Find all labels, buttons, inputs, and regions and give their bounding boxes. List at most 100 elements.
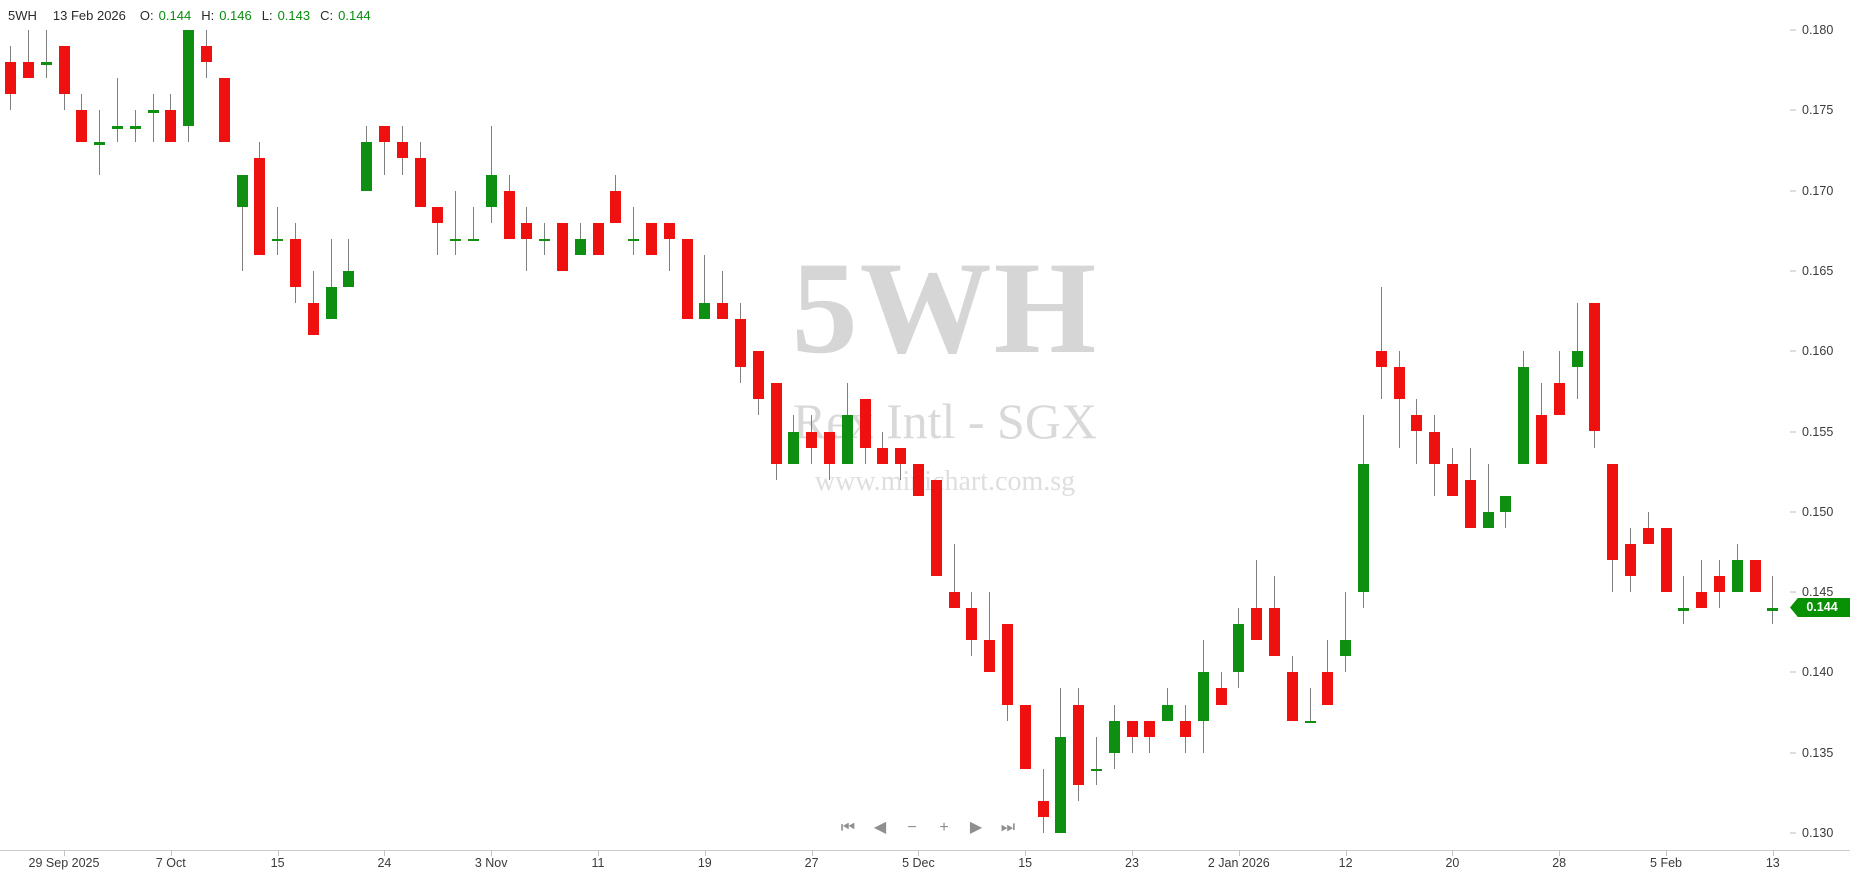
skip-to-end-icon[interactable]: ⏭ — [1000, 819, 1016, 836]
candle-body — [1624, 543, 1636, 577]
candle-wick — [668, 222, 670, 271]
candle-wick — [383, 126, 385, 175]
candle-wick — [1167, 688, 1169, 721]
candle-body — [1108, 720, 1120, 753]
date-axis-label: 28 — [1552, 856, 1567, 870]
price-axis-tick — [1790, 591, 1796, 593]
candle-body — [1055, 736, 1067, 833]
date-axis-label: 7 Oct — [155, 856, 186, 870]
date-axis-tick — [811, 850, 813, 856]
date-axis-tick — [1238, 850, 1240, 856]
candle-body — [129, 126, 141, 129]
price-axis-label: 0.130 — [1802, 826, 1834, 840]
date-axis-tick — [704, 850, 706, 856]
candle-body — [467, 238, 479, 242]
price-axis-label: 0.140 — [1802, 665, 1834, 680]
price-axis-label: 0.180 — [1802, 23, 1834, 37]
candle-body — [218, 78, 230, 143]
candle-body — [912, 463, 924, 496]
legend-close-label: C: — [320, 8, 334, 23]
candle-wick — [348, 238, 350, 287]
candle-body — [1304, 720, 1316, 724]
date-axis-tick — [1452, 850, 1454, 856]
candle-wick — [277, 206, 279, 255]
date-axis-label: 23 — [1125, 856, 1139, 870]
candle-body — [1767, 608, 1779, 611]
candle-body — [5, 62, 17, 95]
last-price-badge: 0.144 — [1790, 598, 1850, 617]
candle-wick — [704, 254, 706, 320]
date-axis-label: 27 — [804, 856, 819, 870]
step-back-icon[interactable]: ◀ — [873, 819, 887, 836]
date-axis-label: 15 — [270, 856, 285, 870]
candle-wick — [1505, 495, 1507, 528]
price-axis-tick — [1790, 29, 1796, 31]
date-axis-tick — [384, 850, 386, 856]
price-axis-label: 0.155 — [1802, 424, 1834, 439]
candle-wick — [1647, 511, 1649, 544]
skip-to-start-icon[interactable]: ⏮ — [840, 819, 856, 836]
candle-body — [1268, 608, 1280, 657]
candle-body — [1464, 479, 1476, 528]
candle-body — [1500, 495, 1512, 512]
step-forward-icon[interactable]: ▶ — [969, 819, 983, 836]
candle-wick — [455, 190, 457, 255]
candle-body — [503, 190, 515, 239]
legend-high-value: 0.146 — [219, 8, 252, 23]
candle-wick — [1772, 576, 1774, 625]
candle-body — [1090, 768, 1102, 772]
candle-body — [1696, 592, 1708, 609]
candle-body — [1518, 367, 1530, 464]
candle-body — [1535, 415, 1547, 464]
candle-body — [1357, 463, 1369, 593]
candle-body — [165, 110, 177, 143]
candle-body — [254, 158, 266, 255]
candle-wick — [241, 174, 243, 271]
candle-body — [521, 222, 533, 239]
legend-date: 13 Feb 2026 — [52, 8, 126, 23]
candle-body — [1411, 415, 1423, 432]
candle-body — [111, 126, 123, 129]
zoom-out-icon[interactable]: − — [907, 819, 917, 836]
candle-body — [663, 222, 675, 239]
candle-body — [1749, 559, 1761, 593]
candle-body — [22, 62, 34, 79]
candle-body — [361, 142, 373, 191]
x-axis-line — [0, 850, 1850, 851]
candle-body — [1589, 303, 1601, 432]
price-axis-label: 0.175 — [1802, 103, 1834, 118]
date-axis-label: 29 Sep 2025 — [28, 856, 100, 870]
date-axis-tick — [491, 850, 493, 856]
candle-body — [1073, 704, 1085, 785]
candle-body — [859, 399, 871, 448]
candle-body — [1340, 640, 1352, 657]
date-axis-label: 19 — [697, 856, 712, 870]
candle-wick — [1327, 640, 1329, 705]
candle-body — [1660, 527, 1672, 593]
candle-body — [1713, 576, 1725, 593]
date-axis-label: 24 — [377, 856, 392, 870]
date-axis-tick — [170, 850, 172, 856]
candle-body — [628, 238, 640, 242]
price-axis-tick — [1790, 350, 1796, 352]
candle-wick — [1220, 672, 1222, 705]
date-axis-label: 13 — [1765, 856, 1780, 870]
candle-body — [40, 62, 52, 65]
price-axis-label: 0.145 — [1802, 585, 1834, 600]
candle-body — [1571, 351, 1583, 368]
candle-body — [1553, 383, 1565, 416]
date-axis-tick — [598, 850, 599, 856]
ohlc-legend: 5WH 13 Feb 2026 O: 0.144 H: 0.146 L: 0.1… — [8, 8, 371, 23]
candle-body — [1215, 688, 1227, 705]
price-axis-label: 0.165 — [1802, 263, 1834, 278]
candle-body — [1162, 704, 1174, 721]
candle-wick — [152, 94, 154, 143]
candle-body — [1037, 800, 1049, 817]
legend-symbol: 5WH — [8, 8, 37, 23]
zoom-in-icon[interactable]: + — [939, 819, 949, 836]
candle-body — [681, 238, 693, 320]
candle-body — [966, 608, 978, 641]
candle-wick — [1131, 720, 1133, 753]
